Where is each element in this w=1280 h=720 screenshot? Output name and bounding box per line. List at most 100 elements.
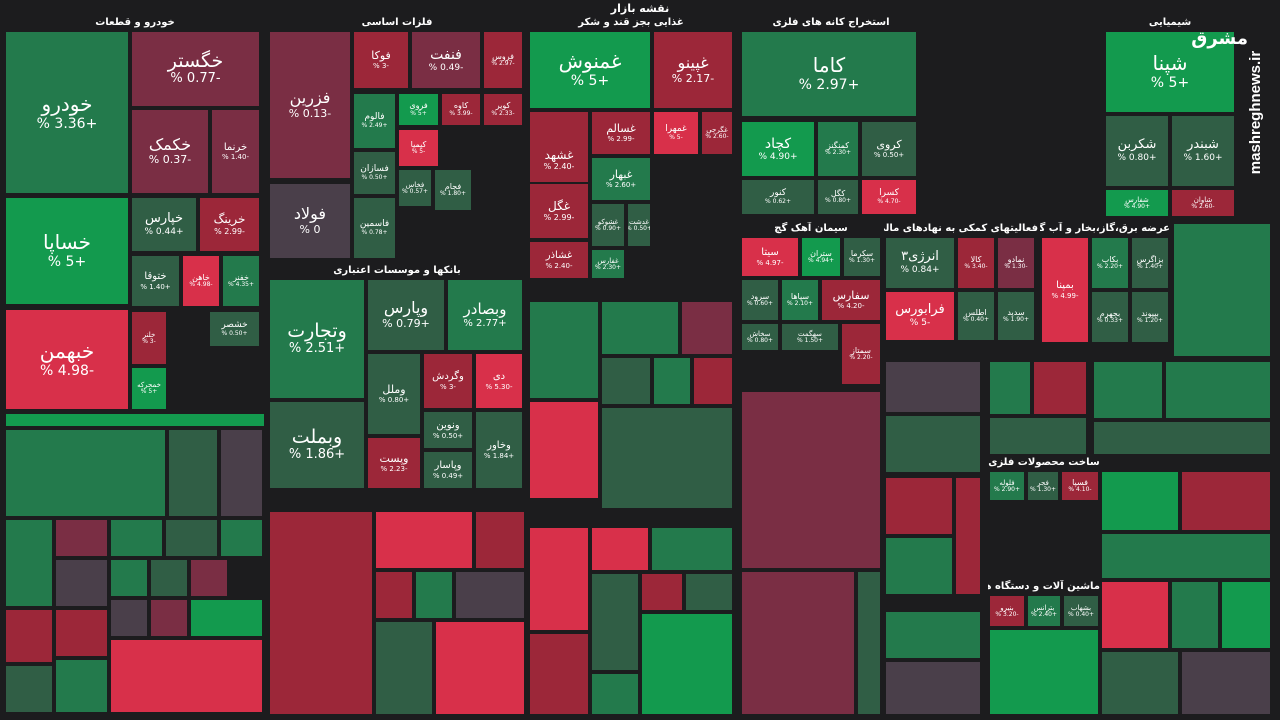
stock-tile[interactable]: خمحرکه +5 %	[130, 366, 168, 411]
stock-tile[interactable]: خفنر +4.35 %	[221, 254, 261, 308]
stock-change: -1.30 %	[1004, 263, 1028, 271]
stock-tile[interactable]: بشهاب +0.40 %	[1062, 594, 1100, 628]
stock-tile[interactable]: شاوان -2.60 %	[1170, 188, 1236, 218]
stock-tile[interactable]: ستران +4.94 %	[800, 236, 842, 278]
stock-tile[interactable]: کروی +0.50 %	[860, 120, 918, 178]
stock-tile[interactable]: ختوقا +1.40 %	[130, 254, 181, 308]
stock-tile[interactable]: وگردش -3 %	[422, 352, 474, 410]
stock-tile[interactable]: فولاد 0 %	[268, 182, 352, 260]
stock-tile[interactable]: کگل +0.80 %	[816, 178, 860, 216]
stock-tile[interactable]: خلنر -3 %	[130, 310, 168, 366]
stock-tile[interactable]: کنور +0.62 %	[740, 178, 816, 216]
stock-tile[interactable]: سرود +0.60 %	[740, 278, 780, 322]
stock-tile[interactable]: سدید +1.90 %	[996, 290, 1036, 342]
stock-tile[interactable]: فالوم +2.49 %	[352, 92, 397, 150]
stock-tile[interactable]: خشصر +0.50 %	[208, 310, 261, 348]
stock-tile[interactable]: وپاسار +0.49 %	[422, 450, 474, 490]
stock-tile[interactable]: فاسمین +0.78 %	[352, 196, 397, 260]
stock-symbol: بزاگرس	[1136, 254, 1164, 264]
stock-tile[interactable]: سفارس -4.20 %	[820, 278, 882, 322]
stock-tile[interactable]: خرینگ -2.99 %	[198, 196, 261, 253]
unlabeled-tile	[988, 360, 1032, 416]
stock-tile[interactable]: فخاس +0.57 %	[397, 168, 433, 208]
stock-tile[interactable]: سپاها +2.10 %	[780, 278, 820, 322]
stock-tile[interactable]: غمهرا -5 %	[652, 110, 700, 156]
stock-tile[interactable]: وخاور +1.84 %	[474, 410, 524, 490]
stock-symbol: خاهن	[192, 272, 210, 282]
stock-tile[interactable]: سمتاز -2.20 %	[840, 322, 882, 386]
stock-tile[interactable]: بترانس +2.40 %	[1026, 594, 1062, 628]
stock-tile[interactable]: غدشت +0.50 %	[626, 202, 652, 248]
stock-tile[interactable]: خکمک -0.37 %	[130, 108, 210, 195]
stock-tile[interactable]: وپست -2.23 %	[366, 436, 422, 490]
stock-tile[interactable]: خاهن -4.98 %	[181, 254, 221, 308]
stock-tile[interactable]: غشوکو +0.90 %	[590, 202, 626, 248]
stock-tile[interactable]: غشاذر -2.40 %	[528, 240, 590, 280]
stock-tile[interactable]: بکاب +2.20 %	[1090, 236, 1130, 290]
stock-tile[interactable]: فنفت -0.49 %	[410, 30, 482, 90]
stock-tile[interactable]: سهگمت +1.50 %	[780, 322, 840, 352]
stock-tile[interactable]: شبندر +1.60 %	[1170, 114, 1236, 188]
stock-tile[interactable]: کیمیا -5 %	[397, 128, 440, 168]
stock-tile[interactable]: کاما +2.97 %	[740, 30, 918, 118]
stock-symbol: خودرو	[41, 91, 93, 116]
stock-tile[interactable]: بجهرم +0.33 %	[1090, 290, 1130, 344]
stock-tile[interactable]: انرژی۳ +0.84 %	[884, 236, 956, 290]
stock-tile[interactable]: شفارس +4.90 %	[1104, 188, 1170, 218]
stock-tile[interactable]: سخاش +0.80 %	[740, 322, 780, 352]
stock-tile[interactable]: فروس -2.97 %	[482, 30, 524, 90]
stock-tile[interactable]: دی -5.30 %	[474, 352, 524, 410]
stock-tile[interactable]: شپنا +5 %	[1104, 30, 1236, 114]
stock-tile[interactable]: غگل -2.99 %	[528, 182, 590, 240]
stock-tile[interactable]: کمنگنز +2.30 %	[816, 120, 860, 178]
stock-tile[interactable]: سیتا -4.97 %	[740, 236, 800, 278]
stock-tile[interactable]: اطلس +0.40 %	[956, 290, 996, 342]
stock-change: +0.50 %	[221, 329, 248, 337]
unlabeled-tile	[1100, 650, 1180, 716]
unlabeled-tile	[600, 356, 652, 406]
stock-tile[interactable]: فوکا -3 %	[352, 30, 410, 90]
stock-tile[interactable]: فروی +5 %	[397, 92, 440, 127]
stock-tile[interactable]: بمپنا -4.99 %	[1040, 236, 1090, 344]
stock-tile[interactable]: بزاگرس +1.40 %	[1130, 236, 1170, 290]
stock-tile[interactable]: فسپا -4.10 %	[1060, 470, 1100, 502]
stock-tile[interactable]: خرنما -1.40 %	[210, 108, 261, 195]
stock-tile[interactable]: فرابورس -5 %	[884, 290, 956, 342]
stock-tile[interactable]: شکربن +0.80 %	[1104, 114, 1170, 188]
stock-change: +0.40 %	[1068, 610, 1094, 618]
stock-tile[interactable]: فجام +1.80 %	[433, 168, 473, 212]
stock-tile[interactable]: کدما+1.60 %	[918, 178, 922, 216]
stock-tile[interactable]: غپینو -2.17 %	[652, 30, 734, 110]
stock-tile[interactable]: وپارس +0.79 %	[366, 278, 446, 352]
stock-tile[interactable]: خپارس +0.44 %	[130, 196, 198, 253]
stock-tile[interactable]: نمادو -1.30 %	[996, 236, 1036, 290]
stock-tile[interactable]: فجر +1.30 %	[1026, 470, 1060, 502]
stock-tile[interactable]: کچاد +4.90 %	[740, 120, 816, 178]
stock-tile[interactable]: کالا -3.40 %	[956, 236, 996, 290]
stock-tile[interactable]: غمنوش +5 %	[528, 30, 652, 110]
stock-tile[interactable]: خبهمن -4.98 %	[4, 308, 130, 411]
stock-change: +1.40 %	[1137, 263, 1163, 271]
stock-tile[interactable]: خگستر -0.77 %	[130, 30, 261, 108]
stock-tile[interactable]: بنیرو -3.20 %	[988, 594, 1026, 628]
stock-tile[interactable]: سکرما +1.30 %	[842, 236, 882, 278]
stock-tile[interactable]: وبصادر +2.77 %	[446, 278, 524, 352]
stock-tile[interactable]: کویر -2.33 %	[482, 92, 524, 127]
stock-tile[interactable]: وتجارت +2.51 %	[268, 278, 366, 400]
stock-tile[interactable]: فسازان +0.50 %	[352, 150, 397, 196]
stock-tile[interactable]: فزرین -0.13 %	[268, 30, 352, 180]
stock-tile[interactable]: کاوه -3.99 %	[440, 92, 482, 127]
stock-tile[interactable]: خساپا +5 %	[4, 196, 130, 306]
stock-tile[interactable]: غگرجی -2.60 %	[700, 110, 734, 156]
stock-tile[interactable]: فلوله +2.90 %	[988, 470, 1026, 502]
stock-tile[interactable]: غبهار +2.60 %	[590, 156, 652, 202]
stock-tile[interactable]: بپیوند +1.20 %	[1130, 290, 1170, 344]
stock-tile[interactable]: وبملت +1.86 %	[268, 400, 366, 490]
stock-symbol: فنفت	[430, 46, 462, 63]
stock-tile[interactable]: غفارس +2.30 %	[590, 248, 626, 280]
stock-tile[interactable]: غسالم -2.99 %	[590, 110, 652, 156]
stock-tile[interactable]: خودرو +3.36 %	[4, 30, 130, 195]
stock-tile[interactable]: ونوین +0.50 %	[422, 410, 474, 450]
stock-tile[interactable]: کسرا -4.70 %	[860, 178, 918, 216]
stock-tile[interactable]: وملل +0.80 %	[366, 352, 422, 436]
